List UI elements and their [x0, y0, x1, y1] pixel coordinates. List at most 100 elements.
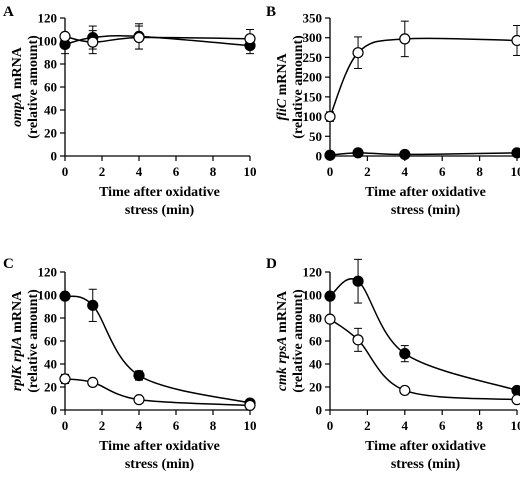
- panel-c-series-open-point: [244, 399, 256, 411]
- panel-b-y-tick-label: 300: [303, 30, 323, 45]
- panel-c-series-filled-line: [64, 295, 251, 404]
- panel-a-y-tick-label: 40: [44, 103, 57, 118]
- panel-c-x-tick-label: 8: [210, 418, 217, 433]
- panel-d-x-tick-label: 6: [439, 418, 446, 433]
- panel-c-x-tick-label: 4: [136, 418, 143, 433]
- panel-c-y-tick-label: 100: [38, 288, 58, 303]
- panel-d-y-title-line1: cmk rpsA mRNA: [275, 290, 290, 391]
- panel-c-y-tick-label: 40: [44, 357, 57, 372]
- panel-c-series-open-line: [64, 378, 251, 407]
- panel-c-y-title-suffix: mRNA: [10, 290, 25, 336]
- panel-d-x-title-line2: stress (min): [391, 457, 461, 472]
- panel-b-series-filled-point: [324, 149, 336, 161]
- panel-c-series-open-point: [133, 394, 145, 406]
- panel-c-series-open-point: [59, 373, 71, 385]
- panel-b-y-title-line1: fliC mRNA: [275, 52, 290, 120]
- panel-d: D 0 20 40 60 80 100 120 0 2 4 6 8 10 Time after oxidat…: [266, 256, 520, 472]
- panel-b-x-tick-label: 2: [364, 164, 371, 179]
- panel-b-y-tick-label: 100: [303, 109, 323, 124]
- panel-b-series-filled-point: [399, 148, 411, 161]
- panel-b-y-tick-label: 150: [303, 89, 323, 104]
- panel-b-x-title-line1: Time after oxidative: [365, 185, 486, 200]
- panel-b-series-filled-line: [329, 152, 518, 156]
- panel-d-letter: D: [266, 256, 277, 272]
- panel-a-series-open-point: [244, 33, 256, 45]
- panel-a-x-title-line2: stress (min): [125, 203, 195, 218]
- panel-c-y-title-line1: rplK rplA mRNA: [10, 290, 25, 391]
- panel-a-series-open-point: [59, 30, 71, 43]
- panel-d-series-open-point: [352, 334, 364, 346]
- panel-d-y-tick-label: 40: [309, 357, 322, 372]
- panel-b: B 0 50 100 150 200 250 300 350 0 2 4 6 8 10 Time after …: [266, 4, 520, 218]
- panel-a-y-tick-label: 80: [44, 57, 57, 72]
- panel-a-y-title-suffix: mRNA: [10, 46, 25, 92]
- panel-c-series-open-point: [87, 376, 99, 388]
- panel-b-y-tick-label: 200: [303, 70, 323, 85]
- panel-b-series-open-point: [511, 34, 520, 47]
- panel-c-y-title-line2: (relative amount): [26, 289, 41, 393]
- panel-b-series-open-point: [352, 47, 364, 59]
- panel-d-series-filled-point: [511, 384, 520, 397]
- panel-b-series-filled-point: [352, 147, 364, 159]
- panel-a-series-open-point: [87, 36, 99, 48]
- panel-b-series-open-point: [399, 33, 411, 45]
- panel-d-y-tick-label: 80: [309, 311, 322, 326]
- panel-a-x-tick-label: 10: [244, 164, 257, 179]
- panel-d-x-tick-label: 2: [364, 418, 371, 433]
- panel-a-y-tick-label: 0: [51, 149, 58, 164]
- panel-d-series-filled-line: [329, 278, 518, 392]
- panel-b-y-tick-label: 50: [309, 129, 322, 144]
- panel-a-x-title-line1: Time after oxidative: [99, 185, 220, 200]
- panel-c-y-tick-label: 60: [44, 334, 57, 349]
- panel-c-x-tick-label: 10: [244, 418, 257, 433]
- panel-b-x-title-line2: stress (min): [391, 203, 461, 218]
- panel-a-y-title-gene: ompA: [10, 93, 25, 127]
- panel-a-series-open-point: [133, 31, 145, 44]
- panel-c-y-tick-label: 80: [44, 311, 57, 326]
- panel-a-x-tick-label: 0: [62, 164, 69, 179]
- panel-a-y-tick-label: 100: [38, 34, 58, 49]
- panel-c-x-tick-label: 2: [99, 418, 106, 433]
- panel-b-letter: B: [266, 4, 276, 20]
- panel-d-y-tick-label: 0: [316, 403, 323, 418]
- panel-d-x-tick-label: 0: [327, 418, 334, 433]
- panel-b-x-tick-label: 0: [327, 164, 334, 179]
- panel-d-series-filled-point: [399, 348, 411, 360]
- panel-d-series-filled-point: [324, 290, 336, 302]
- panel-a-x-tick-label: 6: [173, 164, 180, 179]
- panel-d-y-tick-label: 60: [309, 334, 322, 349]
- panel-a-y-tick-label: 20: [44, 126, 57, 141]
- panel-d-series-open-point: [399, 384, 411, 397]
- panel-d-series-filled-point: [352, 275, 364, 287]
- panel-d-y-title-suffix: mRNA: [275, 290, 290, 336]
- panel-a-y-title-line1: ompA mRNA: [10, 46, 25, 127]
- panel-d-y-tick-label: 100: [303, 288, 323, 303]
- panel-c-y-tick-label: 120: [38, 265, 58, 280]
- panel-d-x-tick-label: 10: [511, 418, 520, 433]
- panel-b-y-tick-label: 350: [303, 11, 323, 26]
- panel-c-x-tick-label: 6: [173, 418, 180, 433]
- panel-c-letter: C: [3, 256, 14, 272]
- panel-b-y-title-suffix: mRNA: [275, 52, 290, 98]
- panel-c-y-tick-label: 0: [51, 403, 58, 418]
- panel-d-y-tick-label: 120: [303, 265, 323, 280]
- panel-b-x-tick-label: 8: [476, 164, 483, 179]
- panel-b-x-tick-label: 10: [511, 164, 520, 179]
- panel-d-y-tick-label: 20: [309, 380, 322, 395]
- panel-c-series-filled-point: [133, 369, 145, 382]
- panel-a: A 0 20 40 60 80 100 120 0 2 4 6 8 10 Time after oxidat…: [3, 4, 257, 218]
- panel-b-x-tick-label: 6: [439, 164, 446, 179]
- panel-a-y-title-line2: (relative amount): [26, 35, 41, 139]
- panel-b-y-title-line2: (relative amount): [291, 35, 306, 139]
- panel-c: C 0 20 40 60 80 100 120 0 2 4 6 8 10 Time after oxidat…: [3, 256, 257, 472]
- panel-c-x-title-line1: Time after oxidative: [99, 439, 220, 454]
- panel-b-series-open-line: [329, 37, 518, 117]
- panel-c-y-tick-label: 20: [44, 380, 57, 395]
- panel-a-x-tick-label: 4: [136, 164, 143, 179]
- panel-a-x-tick-label: 8: [210, 164, 217, 179]
- panel-c-x-tick-label: 0: [62, 418, 69, 433]
- panel-b-series-filled-point: [511, 147, 520, 159]
- panel-a-y-tick-label: 120: [38, 11, 58, 26]
- panel-c-x-title-line2: stress (min): [125, 457, 195, 472]
